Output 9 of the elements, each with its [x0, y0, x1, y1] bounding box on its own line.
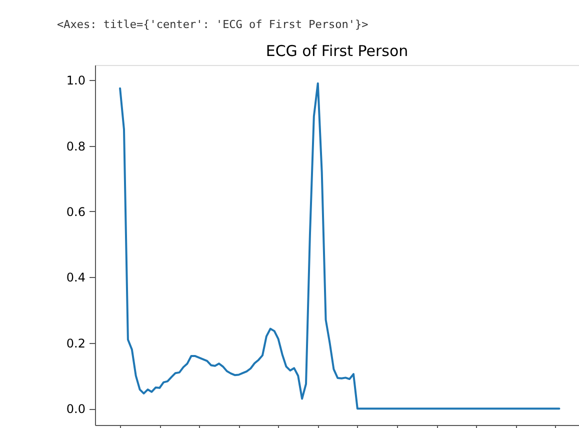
y-tick-label: 0.0 [66, 402, 86, 416]
y-tick-label: 1.0 [66, 74, 86, 88]
y-tick-label: 0.8 [66, 139, 86, 154]
line-series [119, 82, 560, 410]
y-tick-label: 0.4 [66, 270, 86, 285]
y-tick-label: 0.2 [66, 336, 86, 350]
chart-title: ECG of First Person [266, 42, 408, 60]
text: <Axes: title={'center': 'ECG of First Person'}> [57, 18, 369, 31]
y-tick-label: 0.6 [66, 204, 86, 219]
